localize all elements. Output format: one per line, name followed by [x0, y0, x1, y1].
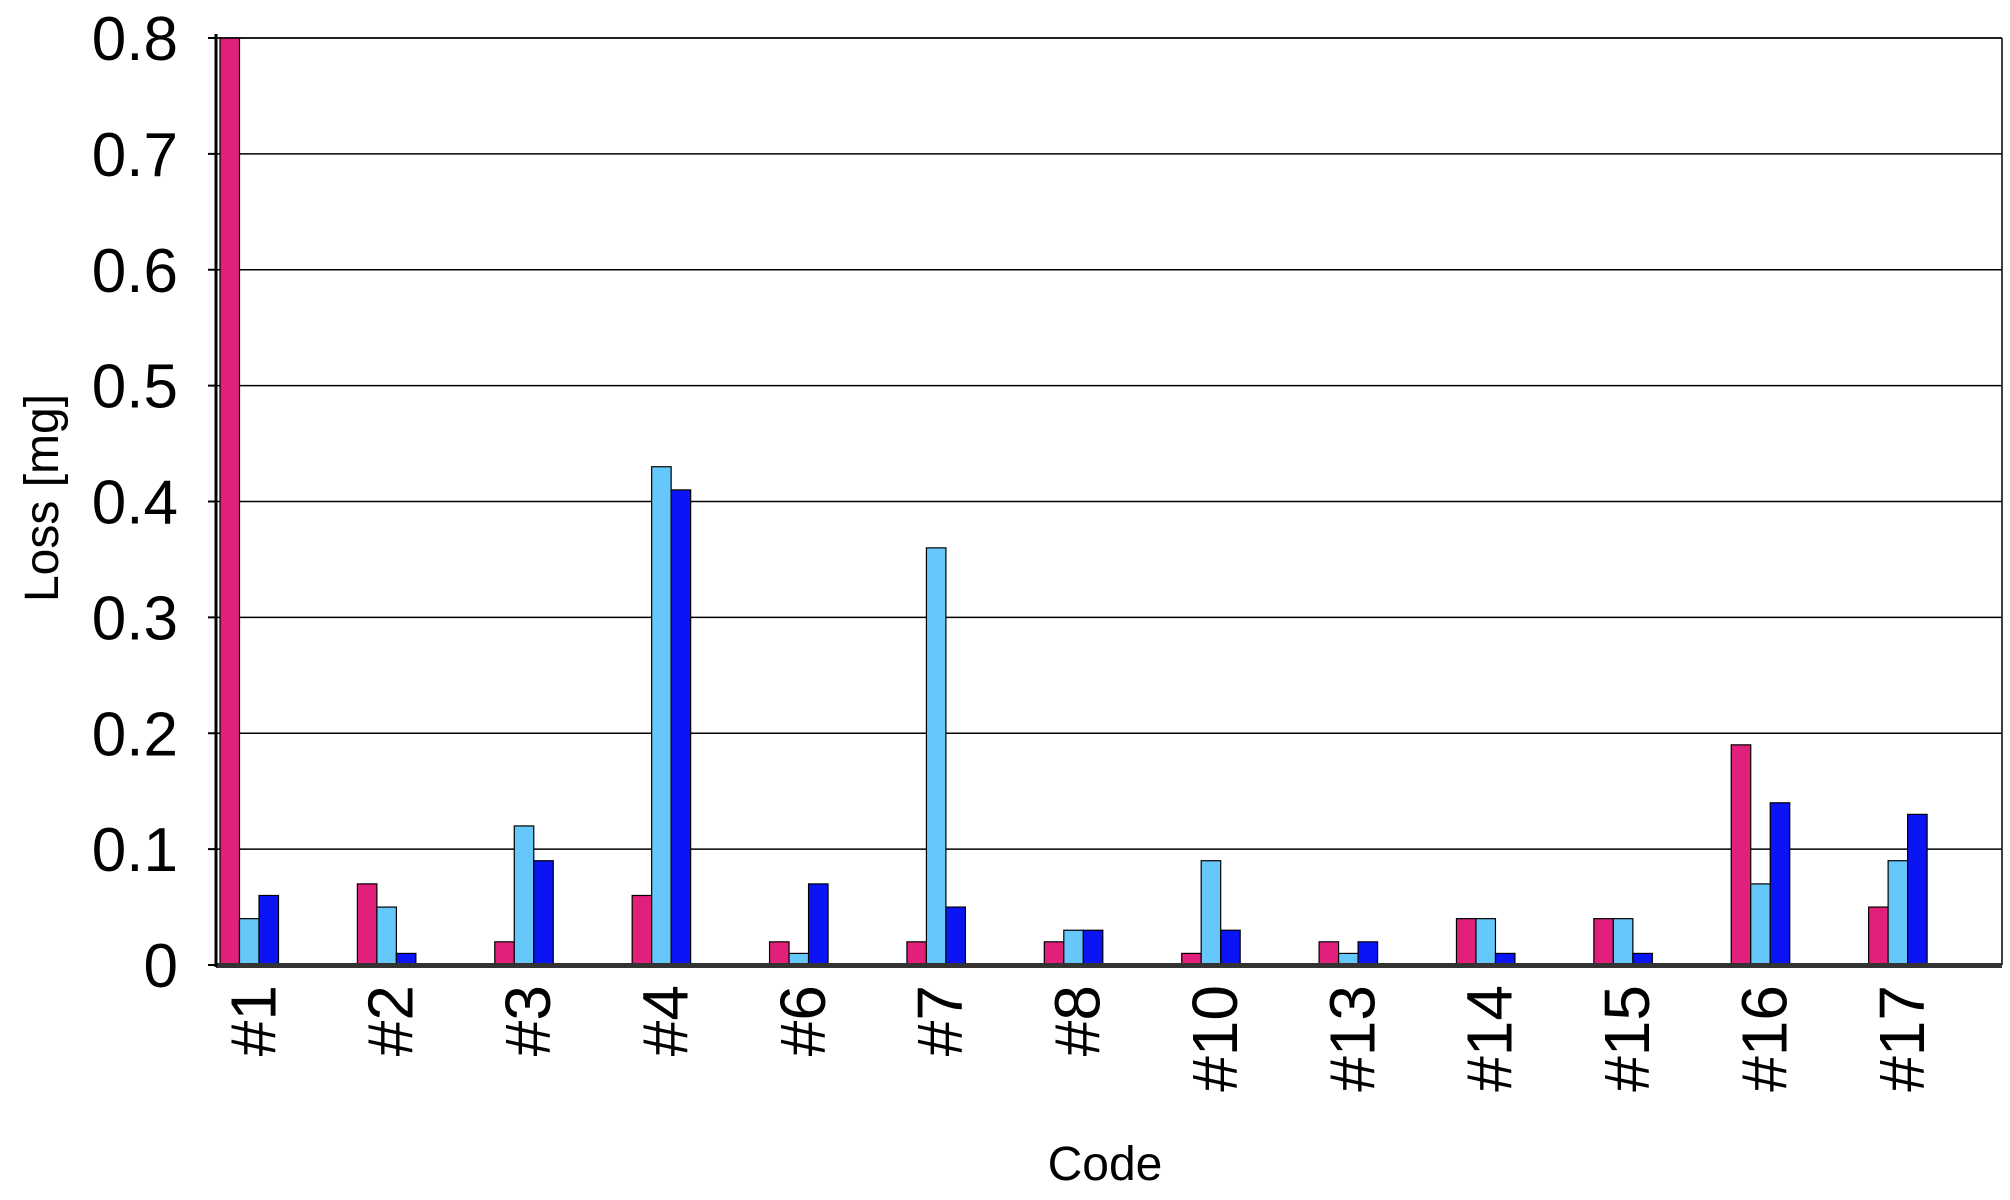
x-axis-baseline [216, 963, 2002, 968]
bar [768, 941, 790, 966]
bars-group [219, 37, 1928, 966]
x-tick-label: #10 [1179, 985, 1251, 1092]
bar [651, 466, 672, 966]
x-tick-label: #14 [1454, 985, 1526, 1092]
bar [1612, 918, 1634, 966]
bar [670, 489, 692, 966]
bar [1769, 802, 1791, 966]
bar [356, 883, 378, 966]
bar [807, 883, 829, 966]
bar [1455, 918, 1477, 966]
y-tick-label: 0.4 [92, 469, 178, 538]
y-tick-label: 0.7 [92, 121, 178, 190]
y-tick-label: 0.3 [92, 584, 178, 653]
x-axis-label: Code [1048, 1138, 1163, 1191]
x-tick-label: #8 [1042, 985, 1114, 1056]
bar [1318, 941, 1340, 966]
y-tick-label: 0.8 [92, 5, 178, 74]
y-tick-label: 0.1 [92, 816, 178, 885]
y-tick-label: 0.5 [92, 353, 178, 422]
x-tick-label: #4 [629, 985, 701, 1056]
bar [945, 906, 967, 966]
bar [631, 894, 653, 966]
bar [906, 941, 928, 966]
x-tick-label: #1 [217, 985, 289, 1056]
y-tick-labels: 0 0.1 0.2 0.3 0.4 0.5 0.6 0.7 0.8 [92, 5, 216, 1001]
bar [1063, 929, 1084, 966]
bar [1750, 883, 1771, 966]
y-tick-label: 0 [144, 932, 178, 1001]
x-tick-label: #13 [1316, 985, 1388, 1092]
bar [1220, 929, 1241, 966]
bar [513, 825, 535, 966]
y-axis-label: Loss [mg] [16, 394, 69, 602]
bar [1730, 744, 1752, 966]
x-tick-label: #2 [355, 985, 427, 1056]
x-tick-label: #7 [904, 985, 976, 1056]
x-tick-label: #6 [767, 985, 839, 1056]
x-tick-label: #15 [1591, 985, 1663, 1092]
bar [258, 894, 280, 966]
gridlines [216, 37, 2002, 850]
bar [376, 906, 397, 966]
bar [1357, 941, 1379, 966]
x-tick-label: #3 [492, 985, 564, 1056]
bar [1907, 813, 1928, 966]
bar [1475, 918, 1497, 966]
bar [925, 547, 947, 966]
bar [533, 860, 554, 966]
x-tick-label: #17 [1866, 985, 1938, 1092]
bar [219, 37, 241, 966]
x-tick-label: #16 [1728, 985, 1800, 1092]
bar [1593, 918, 1614, 966]
x-tick-labels: #1 #2 #3 #4 #6 #7 #8 #10 #13 #14 #15 #16 #17 [217, 985, 1938, 1092]
bar [1200, 860, 1222, 966]
bar [1043, 941, 1065, 966]
y-tick-label: 0.2 [92, 700, 178, 769]
bar [1887, 860, 1909, 966]
bar [238, 918, 260, 966]
bar [494, 941, 515, 966]
bar [1868, 906, 1889, 966]
y-tick-label: 0.6 [92, 237, 178, 306]
bar [1082, 929, 1104, 966]
